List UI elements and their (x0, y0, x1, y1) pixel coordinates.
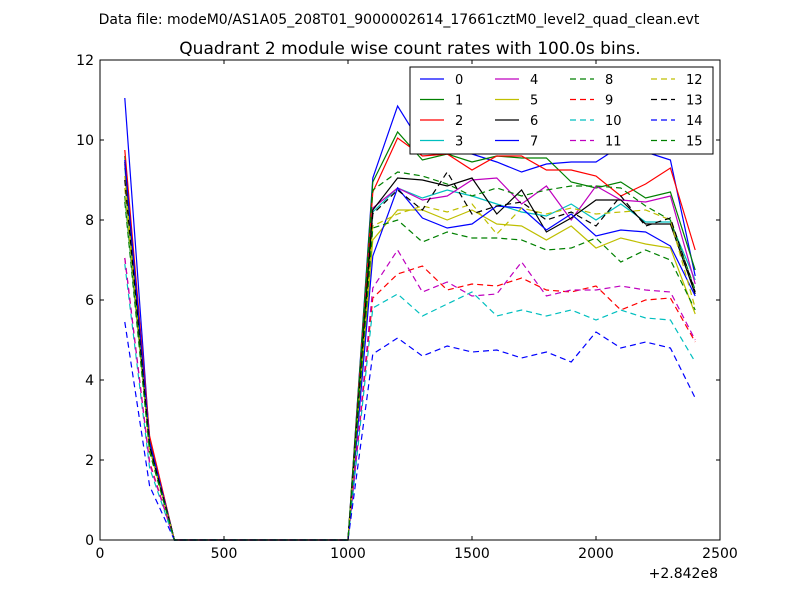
series-line-7 (124, 159, 696, 541)
legend-label: 12 (686, 73, 703, 88)
x-tick-label: 1500 (454, 546, 490, 562)
series-line-9 (124, 257, 696, 541)
x-tick-label: 1000 (330, 546, 366, 562)
legend-label: 11 (605, 135, 622, 150)
legend-label: 14 (686, 114, 703, 129)
legend-box (409, 66, 714, 155)
legend-label: 8 (605, 73, 613, 88)
series-line-3 (124, 167, 696, 541)
series-line-4 (124, 163, 696, 541)
y-tick-label: 10 (76, 133, 94, 149)
x-tick-label: 2000 (578, 546, 614, 562)
legend-label: 6 (530, 114, 538, 129)
series-line-15 (124, 201, 696, 541)
y-tick-label: 2 (85, 453, 94, 469)
x-tick-label: 2500 (702, 546, 738, 562)
series-line-11 (124, 248, 696, 541)
y-tick-label: 0 (85, 533, 94, 549)
legend-label: 10 (605, 114, 622, 129)
legend-label: 5 (530, 94, 538, 109)
series-line-8 (124, 171, 696, 541)
series-line-14 (124, 321, 696, 541)
legend-label: 15 (686, 135, 703, 150)
y-tick-label: 6 (85, 293, 94, 309)
series-line-6 (124, 161, 696, 541)
series-line-13 (124, 170, 696, 541)
legend-label: 3 (455, 135, 463, 150)
series-line-12 (124, 187, 696, 541)
x-offset-label: +2.842e8 (649, 566, 718, 582)
legend-label: 4 (530, 73, 538, 88)
x-tick-label: 500 (211, 546, 238, 562)
legend-label: 9 (605, 94, 613, 109)
legend-label: 1 (455, 94, 463, 109)
figure-suptitle: Data file: modeM0/AS1A05_208T01_90000026… (99, 12, 700, 28)
legend-label: 0 (455, 73, 463, 88)
chart-title: Quadrant 2 module wise count rates with … (179, 39, 640, 59)
series-line-10 (124, 263, 696, 541)
y-tick-label: 8 (85, 213, 94, 229)
y-tick-label: 4 (85, 373, 94, 389)
plot-lines (124, 97, 696, 541)
y-tick-label: 12 (76, 53, 94, 69)
legend-label: 2 (455, 114, 463, 129)
series-line-2 (124, 137, 696, 541)
legend-label: 13 (686, 94, 703, 109)
x-tick-label: 0 (96, 546, 105, 562)
legend-label: 7 (530, 135, 538, 150)
series-line-0 (124, 97, 696, 541)
